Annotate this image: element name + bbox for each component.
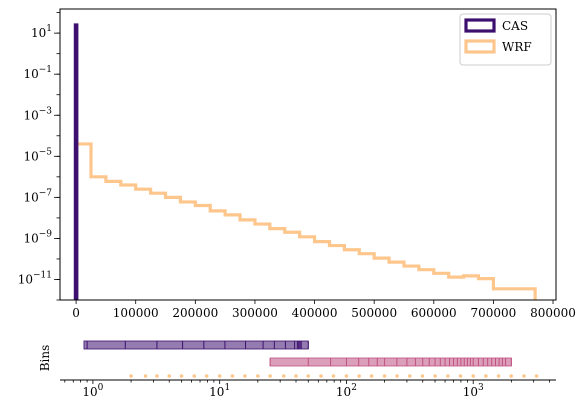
x-tick-label: 500000 bbox=[351, 306, 397, 320]
bin-point bbox=[204, 374, 209, 378]
legend-label-wrf: WRF bbox=[502, 40, 532, 54]
bins-x-tick-label: 100 bbox=[82, 383, 103, 399]
bin-point bbox=[143, 374, 148, 378]
y-tick-label: 10−9 bbox=[23, 229, 52, 245]
bin-point bbox=[395, 374, 399, 378]
y-axis-ticks: 101 10−1 10−3 10−5 10−7 10−9 10−11 bbox=[18, 12, 60, 301]
legend-label-cas: CAS bbox=[502, 19, 528, 33]
bin-point bbox=[306, 374, 311, 378]
bin-point bbox=[484, 374, 488, 378]
x-tick-label: 400000 bbox=[292, 306, 338, 320]
histogram-axes: 0 100000 200000 300000 400000 500000 600000 700… bbox=[18, 8, 576, 320]
bin-point bbox=[433, 374, 437, 378]
histogram-step-wrf bbox=[74, 142, 537, 300]
y-tick-label: 10−7 bbox=[23, 188, 52, 204]
bin-range-bar bbox=[269, 357, 512, 367]
bins-x-tick-label: 101 bbox=[209, 383, 230, 399]
bin-point bbox=[192, 374, 197, 378]
bin-point bbox=[319, 374, 323, 378]
x-tick-label: 600000 bbox=[411, 306, 457, 320]
y-tick-label: 101 bbox=[31, 24, 52, 40]
y-tick-label: 10−5 bbox=[23, 147, 52, 163]
bins-axes: 100 101 102 103 Bins bbox=[38, 340, 556, 399]
legend-swatch-wrf bbox=[464, 39, 496, 54]
x-tick-label: 800000 bbox=[530, 306, 576, 320]
bin-point bbox=[471, 374, 475, 378]
series-wrf bbox=[74, 142, 537, 300]
bin-point bbox=[382, 374, 387, 378]
bin-point bbox=[496, 374, 501, 378]
bin-point bbox=[357, 374, 361, 378]
bins-x-tick-label: 102 bbox=[336, 383, 357, 399]
y-tick-label: 10−1 bbox=[23, 65, 52, 81]
bin-point bbox=[230, 374, 235, 378]
x-tick-label: 100000 bbox=[113, 306, 159, 320]
bin-point bbox=[331, 374, 336, 378]
x-tick-label: 0 bbox=[72, 306, 80, 320]
histogram-step-cas bbox=[73, 23, 79, 300]
x-tick-label: 200000 bbox=[172, 306, 218, 320]
bin-point bbox=[167, 374, 172, 378]
bin-point bbox=[281, 374, 286, 378]
series-cas bbox=[73, 23, 79, 300]
x-axis-ticks: 0 100000 200000 300000 400000 500000 600000 700… bbox=[72, 300, 576, 320]
y-tick-label: 10−11 bbox=[18, 270, 52, 286]
legend: CAS WRF bbox=[459, 13, 552, 66]
bin-point bbox=[268, 374, 272, 378]
bin-point bbox=[155, 374, 159, 378]
bin-point bbox=[420, 374, 425, 378]
x-tick-label: 300000 bbox=[232, 306, 278, 320]
bin-point bbox=[243, 374, 247, 378]
x-tick-label: 700000 bbox=[470, 306, 516, 320]
bin-point bbox=[369, 374, 374, 378]
bin-point bbox=[534, 374, 539, 378]
legend-swatch-cas bbox=[464, 18, 496, 33]
bin-point bbox=[509, 374, 514, 378]
bins-x-tick-label: 103 bbox=[463, 383, 484, 399]
bins-y-label: Bins bbox=[38, 345, 52, 372]
bin-point bbox=[344, 374, 349, 378]
bin-point bbox=[217, 374, 222, 378]
plot-frame bbox=[59, 8, 557, 301]
bin-point bbox=[179, 374, 184, 378]
bin-point bbox=[522, 374, 526, 378]
bin-point bbox=[256, 374, 260, 378]
y-tick-label: 10−3 bbox=[23, 106, 52, 122]
bin-point bbox=[446, 374, 450, 378]
bin-point bbox=[458, 374, 463, 378]
bin-point bbox=[294, 374, 298, 378]
bins-x-axis-ticks: 100 101 102 103 bbox=[64, 380, 550, 399]
bin-point bbox=[129, 374, 133, 378]
bin-point bbox=[407, 374, 412, 378]
bin-rows bbox=[83, 340, 539, 378]
